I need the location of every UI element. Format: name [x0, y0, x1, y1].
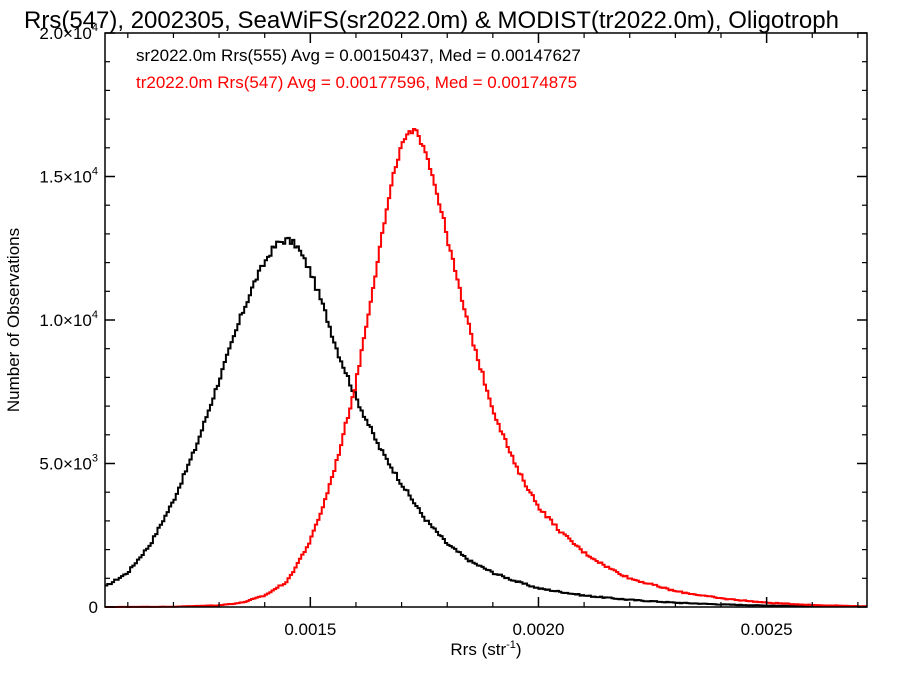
x-axis-label-superscript: -1	[506, 639, 516, 651]
x-axis-label: Rrs (str-1)	[450, 639, 521, 659]
chart-title: Rrs(547), 2002305, SeaWiFS(sr2022.0m) & …	[24, 7, 839, 34]
axis-layer: 0.0015 0.0020 0.0025 0 5.0×103 1.0×104 1.5×104…	[39, 22, 867, 639]
x-tick-label-2: 0.0025	[741, 620, 793, 639]
x-axis-label-main: Rrs (str	[450, 640, 506, 659]
y-tick-label-3: 1.5×104	[39, 166, 98, 187]
y-tick-label-0: 0	[89, 598, 98, 617]
x-axis-label-tail: )	[516, 640, 522, 659]
series-line-0	[105, 236, 867, 608]
y-tick-label-1: 5.0×103	[39, 453, 98, 474]
legend: sr2022.0m Rrs(555) Avg = 0.00150437, Med…	[136, 46, 581, 92]
x-tick-label-0: 0.0015	[284, 620, 336, 639]
y-axis-label: Number of Observations	[4, 228, 23, 412]
x-tick-label-1: 0.0020	[512, 620, 564, 639]
y-tick-label-2: 1.0×104	[39, 309, 98, 330]
y-tick-label-4: 2.0×104	[39, 22, 98, 43]
legend-entry-1: tr2022.0m Rrs(547) Avg = 0.00177596, Med…	[136, 73, 577, 92]
series-line-1	[105, 128, 867, 608]
legend-entry-0: sr2022.0m Rrs(555) Avg = 0.00150437, Med…	[136, 46, 581, 65]
series-layer	[105, 128, 867, 608]
